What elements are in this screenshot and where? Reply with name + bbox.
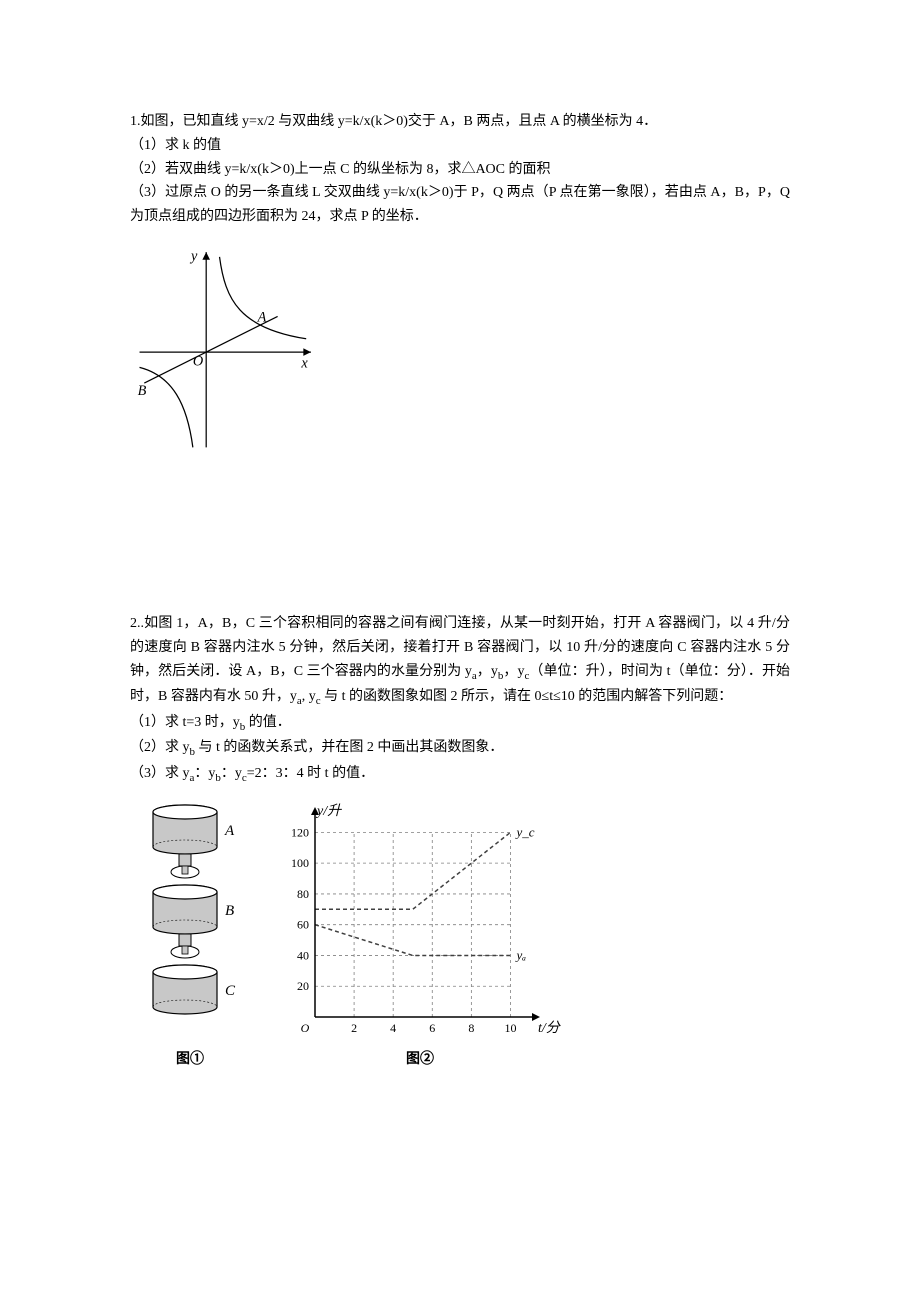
svg-text:yₐ: yₐ <box>514 947 526 962</box>
svg-text:20: 20 <box>297 979 309 993</box>
p1-line2: （1）求 k 的值 <box>130 134 790 158</box>
svg-text:2: 2 <box>351 1021 357 1035</box>
svg-text:10: 10 <box>504 1021 516 1035</box>
svg-text:100: 100 <box>291 856 309 870</box>
container-b <box>153 885 217 934</box>
hyperbola-graph: A B O x y <box>130 237 330 472</box>
container-c-label: C <box>225 983 236 999</box>
p2-line1: 2..如图 1，A，B，C 三个容积相同的容器之间有阀门连接，从某一时刻开始，打… <box>130 612 790 711</box>
problem-1-figure: A B O x y <box>130 237 790 472</box>
figure-2-container: 20 40 60 80 100 120 2 4 6 8 10 Oy/升 t/分 yₐ y_c 图② <box>270 797 570 1071</box>
svg-text:y/升: y/升 <box>315 803 342 819</box>
p1-line4: （3）过原点 O 的另一条直线 L 交双曲线 y=k/x(k＞0)于 P，Q 两… <box>130 181 790 229</box>
container-b-label: B <box>225 903 234 919</box>
svg-text:60: 60 <box>297 918 309 932</box>
p2-line2: （1）求 t=3 时，yb 的值． <box>130 711 790 736</box>
p1-line3: （2）若双曲线 y=k/x(k＞0)上一点 C 的纵坐标为 8，求△AOC 的面… <box>130 158 790 182</box>
containers-diagram: A B <box>130 797 250 1047</box>
container-a <box>153 805 217 854</box>
p2-line4: （3）求 ya：yb：yc=2：3：4 时 t 的值． <box>130 762 790 787</box>
problem-1-text: 1.如图，已知直线 y=x/2 与双曲线 y=k/x(k＞0)交于 A，B 两点… <box>130 110 790 229</box>
svg-text:120: 120 <box>291 825 309 839</box>
problem-1: 1.如图，已知直线 y=x/2 与双曲线 y=k/x(k＞0)交于 A，B 两点… <box>130 110 790 472</box>
p2-line3: （2）求 yb 与 t 的函数关系式，并在图 2 中画出其函数图象． <box>130 736 790 761</box>
point-b-label: B <box>138 383 147 399</box>
y-axis-label: y <box>189 249 198 265</box>
problem-2-figures: A B <box>130 797 790 1071</box>
svg-text:80: 80 <box>297 887 309 901</box>
p1-line1: 1.如图，已知直线 y=x/2 与双曲线 y=k/x(k＞0)交于 A，B 两点… <box>130 110 790 134</box>
line-chart: 20 40 60 80 100 120 2 4 6 8 10 Oy/升 t/分 yₐ y_c <box>270 797 570 1047</box>
svg-text:40: 40 <box>297 948 309 962</box>
hyperbola-curve-q1 <box>220 257 307 339</box>
point-a-label: A <box>257 310 267 326</box>
line-ox <box>144 316 277 383</box>
problem-2-text: 2..如图 1，A，B，C 三个容积相同的容器之间有阀门连接，从某一时刻开始，打… <box>130 612 790 787</box>
figure-1-container: A B <box>130 797 250 1071</box>
y-arrow-icon <box>202 252 210 260</box>
hyperbola-curve-q3 <box>140 367 193 447</box>
x-axis-label: x <box>300 355 308 371</box>
figure-2-label: 图② <box>270 1047 570 1071</box>
svg-text:8: 8 <box>468 1021 474 1035</box>
svg-text:4: 4 <box>390 1021 396 1035</box>
figure-1-label: 图① <box>130 1047 250 1071</box>
container-c <box>153 965 217 1014</box>
svg-text:O: O <box>301 1021 310 1035</box>
problem-2: 2..如图 1，A，B，C 三个容积相同的容器之间有阀门连接，从某一时刻开始，打… <box>130 612 790 1071</box>
svg-text:y_c: y_c <box>514 824 534 839</box>
svg-text:t/分: t/分 <box>538 1020 562 1036</box>
origin-label: O <box>193 353 203 369</box>
container-a-label: A <box>224 823 235 839</box>
svg-text:6: 6 <box>429 1021 435 1035</box>
